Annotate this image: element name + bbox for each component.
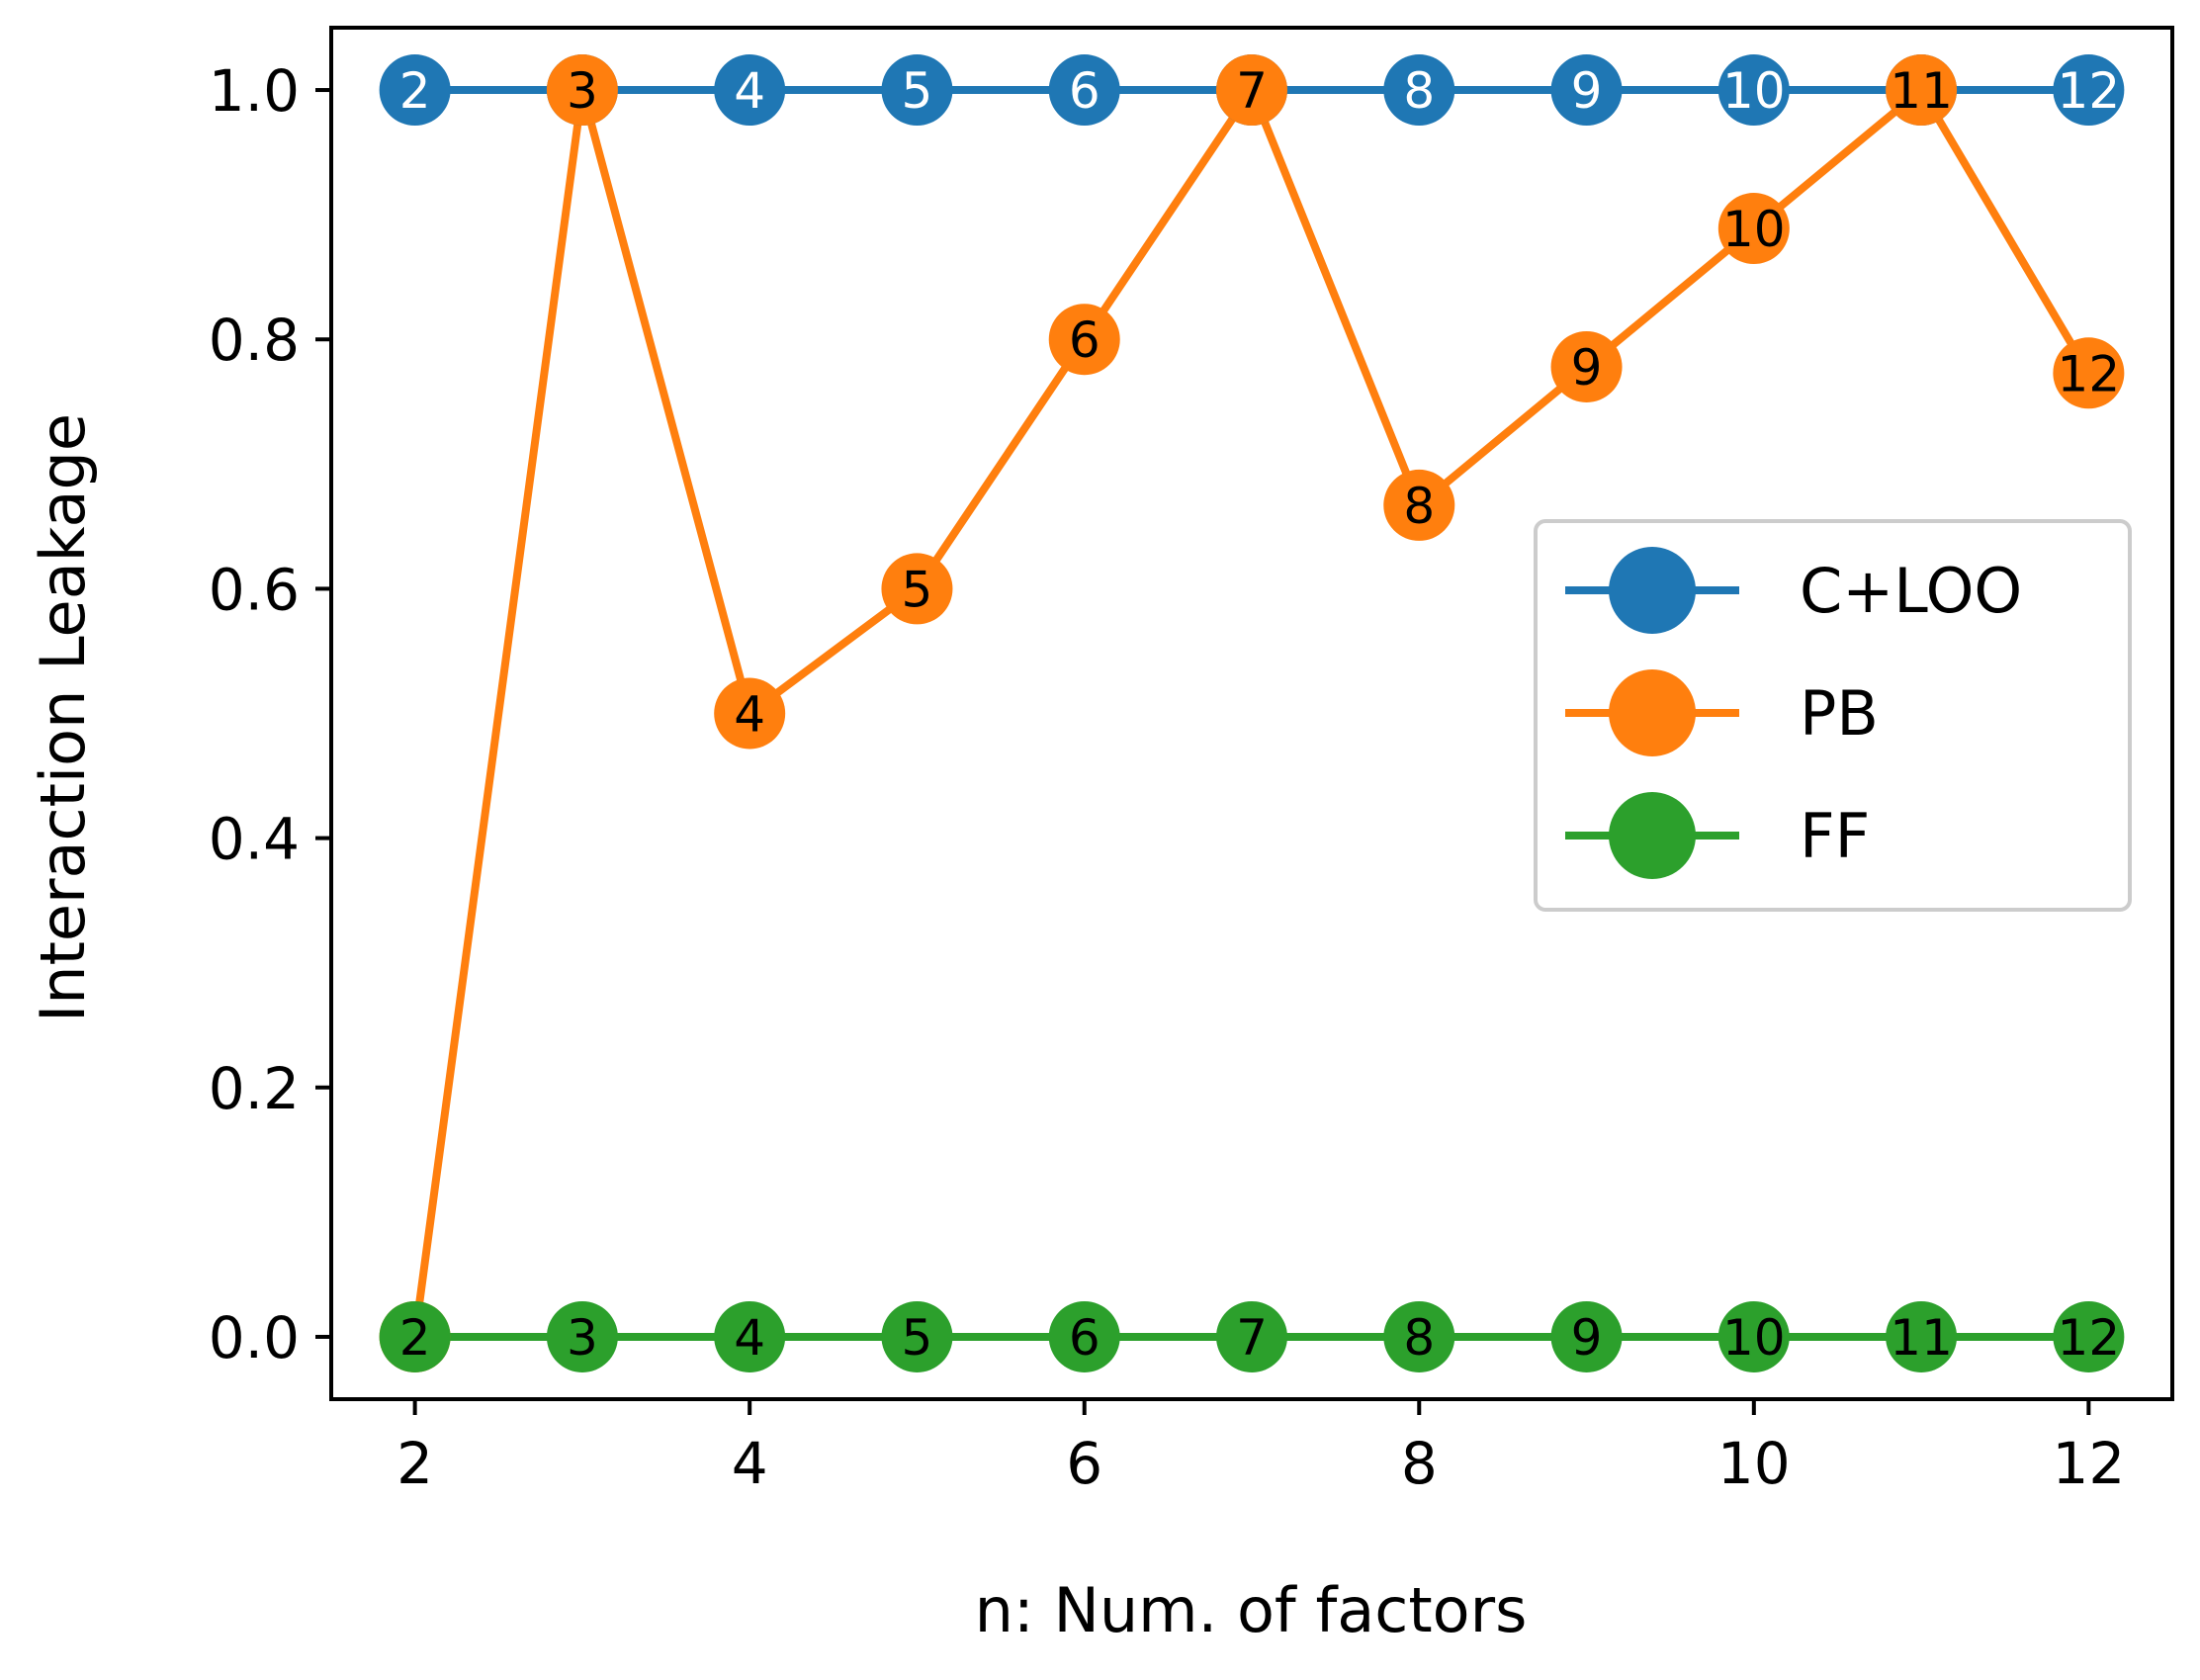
x-axis-title: n: Num. of factors bbox=[975, 1574, 1528, 1646]
marker-pb-3 bbox=[546, 54, 618, 127]
marker-label-pb-4: 4 bbox=[734, 686, 765, 744]
x-tick-label-2: 2 bbox=[396, 1430, 433, 1497]
marker-c-loo-9 bbox=[1550, 54, 1623, 127]
marker-label-ff-11: 11 bbox=[1890, 1309, 1953, 1367]
marker-label-pb-11: 11 bbox=[1890, 62, 1953, 120]
marker-label-ff-7: 7 bbox=[1236, 1309, 1268, 1367]
marker-ff-6 bbox=[1048, 1300, 1120, 1372]
marker-label-c-loo-12: 12 bbox=[2058, 62, 2121, 120]
y-tick-label-0-6: 0.6 bbox=[209, 556, 300, 623]
marker-label-pb-9: 9 bbox=[1571, 339, 1603, 397]
marker-c-loo-2 bbox=[379, 54, 451, 127]
marker-pb-4 bbox=[714, 677, 786, 750]
legend-label-pb: PB bbox=[1800, 677, 1879, 750]
x-tick-label-10: 10 bbox=[1717, 1430, 1791, 1497]
marker-ff-2 bbox=[379, 1300, 451, 1372]
marker-ff-3 bbox=[546, 1300, 618, 1372]
marker-label-ff-10: 10 bbox=[1722, 1309, 1786, 1367]
marker-pb-10 bbox=[1717, 193, 1790, 265]
marker-ff-10 bbox=[1717, 1300, 1790, 1372]
marker-label-ff-6: 6 bbox=[1069, 1309, 1100, 1367]
marker-label-pb-3: 3 bbox=[567, 62, 598, 120]
y-tick-label-0-2: 0.2 bbox=[209, 1055, 300, 1122]
marker-label-ff-5: 5 bbox=[902, 1309, 933, 1367]
marker-pb-11 bbox=[1886, 54, 1958, 127]
marker-label-c-loo-9: 9 bbox=[1571, 62, 1603, 120]
x-tick-label-4: 4 bbox=[732, 1430, 768, 1497]
axes-frame bbox=[329, 26, 2174, 1401]
x-tick-label-8: 8 bbox=[1401, 1430, 1438, 1497]
marker-label-c-loo-8: 8 bbox=[1403, 62, 1435, 120]
marker-label-c-loo-2: 2 bbox=[399, 62, 431, 120]
x-tick-label-6: 6 bbox=[1066, 1430, 1102, 1497]
marker-label-c-loo-4: 4 bbox=[734, 62, 765, 120]
plot-frame bbox=[329, 26, 2174, 1401]
marker-c-loo-6 bbox=[1048, 54, 1120, 127]
marker-c-loo-4 bbox=[714, 54, 786, 127]
marker-pb-12 bbox=[2053, 337, 2125, 409]
marker-c-loo-12 bbox=[2053, 54, 2125, 127]
x-tick-label-12: 12 bbox=[2052, 1430, 2125, 1497]
legend-marker-c-loo bbox=[1609, 547, 1696, 634]
marker-pb-9 bbox=[1550, 330, 1623, 402]
legend-marker-pb bbox=[1609, 669, 1696, 756]
y-tick-label-1: 1.0 bbox=[209, 57, 300, 125]
legend-label-c-loo: C+LOO bbox=[1800, 555, 2022, 627]
marker-label-ff-12: 12 bbox=[2058, 1309, 2121, 1367]
marker-pb-5 bbox=[881, 553, 953, 625]
marker-ff-11 bbox=[1886, 1300, 1958, 1372]
axis-ticks: 2 4 6 8 10 12 0.0 0.2 0.4 0.6 0.8 1.0 bbox=[209, 57, 2126, 1497]
series-layer: 2345678910111223456789101112234567891011… bbox=[379, 54, 2125, 1372]
marker-label-pb-6: 6 bbox=[1069, 311, 1100, 369]
marker-c-loo-5 bbox=[881, 54, 953, 127]
marker-label-ff-2: 2 bbox=[399, 1309, 431, 1367]
marker-label-c-loo-10: 10 bbox=[1722, 62, 1786, 120]
marker-c-loo-8 bbox=[1383, 54, 1455, 127]
legend: C+LOO PB FF bbox=[1534, 519, 2132, 912]
marker-ff-4 bbox=[714, 1300, 786, 1372]
marker-label-pb-7: 7 bbox=[1236, 62, 1268, 120]
marker-pb-6 bbox=[1048, 304, 1120, 376]
y-tick-label-0-8: 0.8 bbox=[209, 307, 300, 374]
marker-label-pb-10: 10 bbox=[1722, 201, 1786, 258]
legend-marker-ff bbox=[1609, 792, 1696, 879]
marker-label-c-loo-5: 5 bbox=[902, 62, 933, 120]
marker-label-pb-5: 5 bbox=[902, 561, 933, 618]
marker-ff-9 bbox=[1550, 1300, 1623, 1372]
marker-label-pb-8: 8 bbox=[1403, 478, 1435, 535]
legend-label-ff: FF bbox=[1800, 800, 1870, 872]
marker-label-ff-8: 8 bbox=[1403, 1309, 1435, 1367]
marker-label-c-loo-6: 6 bbox=[1069, 62, 1100, 120]
marker-label-ff-4: 4 bbox=[734, 1309, 765, 1367]
marker-pb-7 bbox=[1216, 54, 1287, 127]
y-tick-label-0: 0.0 bbox=[209, 1304, 300, 1371]
y-axis-title: Interaction Leakage bbox=[27, 413, 99, 1022]
marker-ff-7 bbox=[1216, 1300, 1287, 1372]
marker-c-loo-10 bbox=[1717, 54, 1790, 127]
marker-ff-12 bbox=[2053, 1300, 2125, 1372]
y-tick-label-0-4: 0.4 bbox=[209, 806, 300, 873]
marker-ff-5 bbox=[881, 1300, 953, 1372]
marker-ff-8 bbox=[1383, 1300, 1455, 1372]
marker-pb-8 bbox=[1383, 469, 1455, 541]
marker-label-ff-3: 3 bbox=[567, 1309, 598, 1367]
marker-label-pb-12: 12 bbox=[2058, 345, 2121, 402]
marker-label-ff-9: 9 bbox=[1571, 1309, 1603, 1367]
